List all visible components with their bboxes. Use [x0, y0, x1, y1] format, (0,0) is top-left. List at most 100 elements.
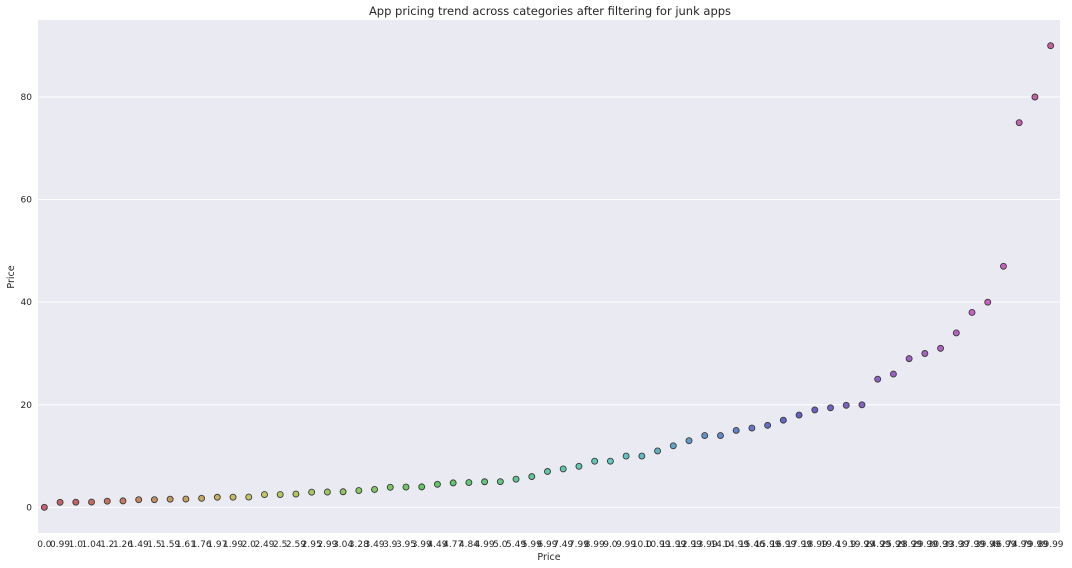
- data-point: [276, 491, 284, 498]
- x-tick-label: 19.4: [820, 540, 840, 550]
- data-point: [323, 488, 331, 496]
- x-tick-label: 17.99: [786, 540, 812, 550]
- y-tick-label: 60: [21, 196, 33, 206]
- plot-area: [38, 20, 1060, 533]
- data-point: [182, 495, 190, 503]
- x-tick-label: 3.49: [365, 540, 385, 550]
- x-tick-label: 4.49: [427, 540, 447, 550]
- data-point: [921, 350, 929, 357]
- x-tick-label: 25.99: [881, 540, 907, 550]
- y-tick-label: 20: [21, 401, 33, 411]
- x-tick-label: 2.0: [242, 540, 257, 550]
- y-axis-label: Price: [6, 265, 17, 288]
- data-point: [56, 498, 64, 506]
- x-tick-label: 19.99: [849, 540, 875, 550]
- x-tick-label: 2.5: [273, 540, 287, 550]
- x-axis-ticks: 0.00.991.01.041.21.261.491.51.591.611.76…: [37, 540, 1064, 550]
- x-tick-label: 16.99: [770, 540, 796, 550]
- x-tick-label: 5.49: [506, 540, 526, 550]
- data-point: [748, 424, 756, 432]
- x-tick-label: 18.99: [802, 540, 828, 550]
- x-tick-label: 1.2: [100, 540, 114, 550]
- x-tick-label: 74.99: [1006, 540, 1032, 550]
- x-tick-label: 3.99: [412, 540, 432, 550]
- data-point: [308, 488, 316, 496]
- data-point: [166, 495, 174, 503]
- data-point: [371, 485, 378, 493]
- x-tick-label: 4.77: [443, 540, 463, 550]
- data-point: [1000, 262, 1007, 270]
- chart-title: App pricing trend across categories afte…: [369, 4, 731, 18]
- data-point: [1047, 42, 1055, 50]
- data-point: [245, 493, 253, 501]
- data-point: [984, 298, 992, 306]
- x-tick-label: 8.99: [585, 540, 605, 550]
- x-tick-label: 7.99: [569, 540, 589, 550]
- data-point: [119, 497, 127, 505]
- y-axis-ticks: 0 20 40 60 80: [21, 93, 33, 513]
- data-point: [622, 452, 630, 460]
- y-tick-label: 80: [21, 93, 33, 103]
- x-tick-label: 1.26: [113, 540, 133, 550]
- x-tick-label: 4.84: [459, 540, 479, 550]
- x-tick-label: 3.9: [383, 540, 398, 550]
- x-tick-label: 0.99: [50, 540, 70, 550]
- x-tick-label: 7.49: [553, 540, 573, 550]
- data-point: [1031, 93, 1039, 101]
- x-tick-label: 10.0: [632, 540, 652, 550]
- x-tick-label: 1.04: [82, 540, 102, 550]
- data-point: [449, 479, 457, 487]
- data-point: [874, 375, 882, 383]
- data-point: [528, 473, 536, 481]
- data-points: [40, 42, 1055, 511]
- x-tick-label: 24.99: [865, 540, 891, 550]
- x-tick-label: 1.0: [69, 540, 84, 550]
- data-point: [418, 483, 426, 491]
- x-tick-label: 79.99: [1022, 540, 1048, 550]
- data-point: [591, 457, 599, 465]
- x-tick-label: 14.0: [710, 540, 730, 550]
- x-tick-label: 3.28: [349, 540, 369, 550]
- x-tick-label: 5.0: [493, 540, 508, 550]
- data-point: [496, 478, 504, 486]
- x-tick-label: 2.49: [254, 540, 274, 550]
- data-point: [88, 498, 95, 506]
- data-point: [559, 465, 567, 473]
- data-point: [213, 493, 221, 501]
- data-point: [229, 493, 237, 501]
- data-point: [135, 496, 143, 504]
- x-tick-label: 1.76: [192, 540, 212, 550]
- data-point: [481, 478, 489, 486]
- data-point: [433, 480, 441, 488]
- data-point: [968, 309, 976, 316]
- data-point: [842, 401, 850, 409]
- data-point: [827, 404, 834, 412]
- data-point: [402, 483, 410, 491]
- gridlines: [38, 96, 1060, 508]
- data-point: [795, 411, 803, 419]
- x-tick-label: 10.99: [645, 540, 671, 550]
- x-tick-label: 2.95: [302, 540, 322, 550]
- x-tick-label: 0.0: [37, 540, 52, 550]
- data-point: [717, 432, 724, 439]
- x-tick-label: 28.99: [896, 540, 922, 550]
- y-tick-label: 0: [26, 503, 32, 513]
- x-tick-label: 5.99: [522, 540, 542, 550]
- x-tick-label: 1.97: [207, 540, 227, 550]
- x-tick-label: 12.99: [676, 540, 702, 550]
- x-tick-label: 3.95: [396, 540, 416, 550]
- x-tick-label: 9.0: [603, 540, 618, 550]
- data-point: [544, 468, 551, 475]
- x-tick-label: 1.59: [160, 540, 180, 550]
- x-tick-label: 15.99: [755, 540, 781, 550]
- data-point: [937, 344, 945, 352]
- data-point: [952, 329, 960, 337]
- data-point: [355, 487, 363, 494]
- x-tick-label: 37.99: [959, 540, 985, 550]
- x-tick-label: 4.99: [475, 540, 495, 550]
- x-tick-label: 6.99: [537, 540, 557, 550]
- data-point: [606, 457, 614, 465]
- data-point: [811, 406, 819, 414]
